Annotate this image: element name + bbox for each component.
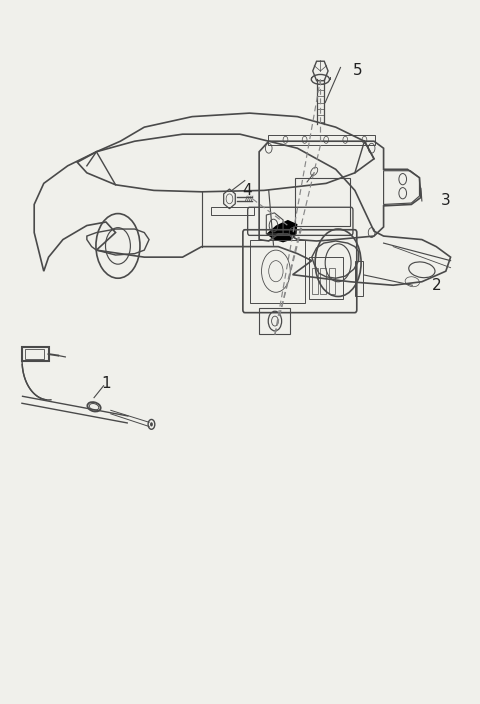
Bar (295, 177, 350, 225)
Bar (22, 347, 48, 361)
Circle shape (150, 422, 153, 427)
Text: 4: 4 (242, 183, 252, 198)
Bar (321, 268, 326, 294)
Bar (310, 257, 343, 299)
Bar (259, 308, 290, 334)
Bar (250, 239, 305, 303)
Text: 1: 1 (101, 376, 111, 391)
Text: 3: 3 (441, 194, 451, 208)
Bar (24, 349, 44, 359)
Bar (312, 268, 318, 294)
Text: 2: 2 (432, 278, 441, 293)
Bar (355, 260, 363, 296)
Text: 5: 5 (352, 63, 362, 78)
Bar (211, 206, 254, 215)
Polygon shape (266, 220, 298, 242)
Bar (329, 268, 335, 294)
Bar (268, 135, 375, 145)
